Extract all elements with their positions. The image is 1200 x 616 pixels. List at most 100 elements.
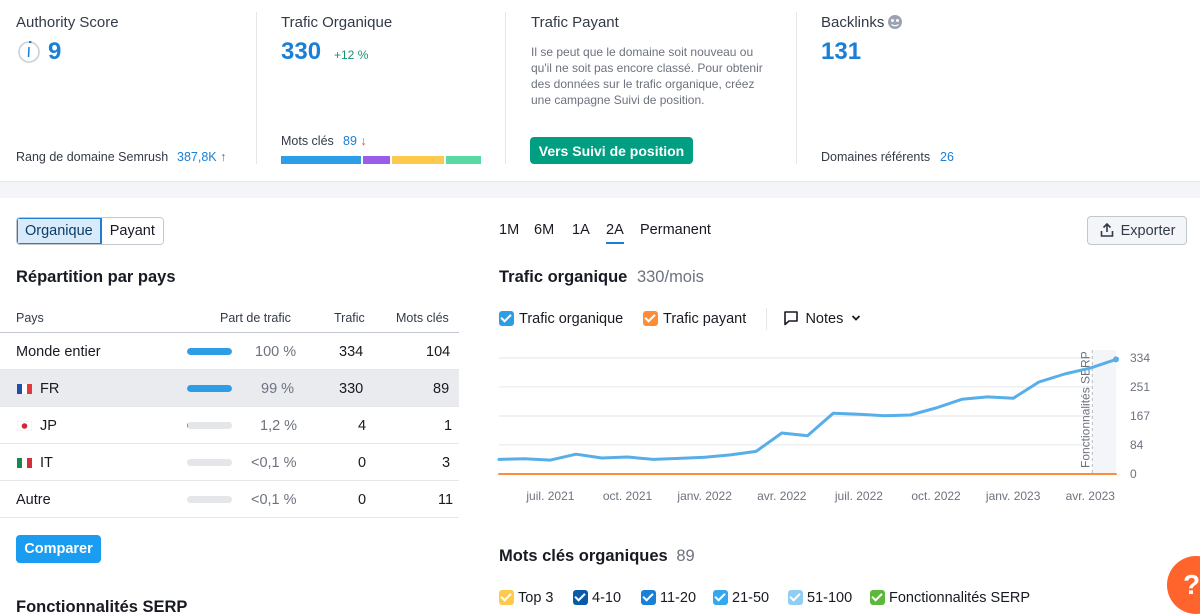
domain-rank-label: Rang de domaine Semrush xyxy=(16,150,169,164)
position-tracking-button[interactable]: Vers Suivi de position xyxy=(530,137,693,164)
range-permanent[interactable]: Permanent xyxy=(640,222,711,238)
authority-score-title: Authority Score xyxy=(16,14,119,31)
notes-label: Notes xyxy=(805,311,844,327)
section-gap xyxy=(0,182,1200,198)
share-bar xyxy=(187,496,232,503)
row-traffic: 0 xyxy=(358,492,367,508)
row-traffic[interactable]: 4 xyxy=(358,418,367,434)
legend-51-100[interactable]: 51-100 xyxy=(807,590,853,606)
pos-51-100-checkbox[interactable] xyxy=(788,590,803,605)
toggle-organic[interactable]: Organique xyxy=(17,218,102,244)
backlinks-value[interactable]: 131 xyxy=(821,38,862,65)
table-row[interactable]: JP 1,2 % 4 1 xyxy=(0,407,459,444)
keywords-label: Mots clés xyxy=(281,134,334,148)
legend-divider xyxy=(766,308,767,330)
paid-traffic-checkbox[interactable] xyxy=(643,311,658,326)
share-bar xyxy=(187,348,232,355)
compare-button[interactable]: Comparer xyxy=(16,535,101,563)
legend-organic-label[interactable]: Trafic organique xyxy=(519,311,624,327)
data-point[interactable] xyxy=(1113,356,1119,363)
serp-features-title: Fonctionnalités SERP xyxy=(16,598,188,616)
notes-dropdown[interactable]: Notes xyxy=(783,310,862,330)
row-country-name: FR xyxy=(40,381,60,397)
kw-bar-11-20 xyxy=(392,156,444,164)
table-row[interactable]: Monde entier 100 % 334 104 xyxy=(0,333,459,370)
domain-rank-number[interactable]: 387,8K xyxy=(177,150,217,164)
organic-traffic-change: +12 % xyxy=(334,48,369,62)
legend-11-20[interactable]: 11-20 xyxy=(660,590,697,606)
legend-21-50[interactable]: 21-50 xyxy=(732,590,770,606)
range-1m[interactable]: 1M xyxy=(499,222,520,238)
organic-keywords-title: Mots clés organiques xyxy=(499,547,668,565)
domain-rank-value[interactable]: 387,8K ↑ xyxy=(177,150,226,164)
row-keywords[interactable]: 89 xyxy=(433,381,450,397)
row-share: 1,2 % xyxy=(260,418,298,434)
table-row[interactable]: Autre <0,1 % 0 11 xyxy=(0,481,459,518)
row-traffic[interactable]: 0 xyxy=(358,455,367,471)
series-line[interactable] xyxy=(497,357,1118,462)
organic-traffic-chart[interactable]: 334 251 167 84 0 juil. 2021 oct. 2021 janv. 20… xyxy=(490,340,1170,512)
x-tick-label: avr. 2022 xyxy=(757,489,807,503)
share-bar xyxy=(187,385,232,392)
share-bar-fill xyxy=(187,385,232,392)
range-2a[interactable]: 2A xyxy=(606,222,624,244)
organic-traffic-checkbox[interactable] xyxy=(499,311,514,326)
organic-traffic-value[interactable]: 330 xyxy=(281,38,322,65)
keywords-count[interactable]: 89 xyxy=(343,134,357,148)
help-button[interactable]: ? xyxy=(1167,556,1200,614)
table-row[interactable]: IT <0,1 % 0 3 xyxy=(0,444,459,481)
row-share: <0,1 % xyxy=(251,492,297,508)
table-row[interactable]: FR 99 % 330 89 xyxy=(0,370,459,407)
range-1a[interactable]: 1A xyxy=(572,222,590,238)
traffic-chart-title: Trafic organique xyxy=(499,268,628,286)
legend-paid-label[interactable]: Trafic payant xyxy=(663,311,747,327)
col-keywords: Mots clés xyxy=(396,311,449,325)
referring-domains-value[interactable]: 26 xyxy=(940,150,954,164)
toggle-paid[interactable]: Payant xyxy=(101,218,163,244)
traffic-chart-subtitle: 330/mois xyxy=(636,268,704,286)
pos-4-10-checkbox[interactable] xyxy=(573,590,588,605)
organic-keywords-header: Mots clés organiques 89 xyxy=(499,547,695,566)
export-label: Exporter xyxy=(1120,223,1176,239)
row-traffic: 334 xyxy=(339,344,364,360)
row-keywords[interactable]: 3 xyxy=(442,455,451,471)
row-keywords[interactable]: 1 xyxy=(444,418,453,434)
countries-title: Répartition par pays xyxy=(16,268,176,286)
x-tick-label: oct. 2021 xyxy=(603,489,653,503)
row-share: <0,1 % xyxy=(251,455,297,471)
share-bar xyxy=(187,459,232,466)
chevron-down-icon xyxy=(851,315,860,321)
col-country: Pays xyxy=(16,311,44,325)
paid-traffic-title: Trafic Payant xyxy=(531,14,619,31)
range-6m[interactable]: 6M xyxy=(534,222,555,238)
divider xyxy=(505,12,506,164)
traffic-type-toggle: Organique Payant xyxy=(16,217,164,245)
share-bar-fill xyxy=(187,422,189,429)
serp-features-checkbox[interactable] xyxy=(870,590,885,605)
row-traffic[interactable]: 330 xyxy=(339,381,364,397)
export-button[interactable]: Exporter xyxy=(1087,216,1187,245)
backlinks-info-icon[interactable] xyxy=(887,14,903,30)
col-traffic: Trafic xyxy=(334,311,365,325)
serp-marker-label: Fonctionnalités SERP xyxy=(1078,351,1092,468)
top3-checkbox[interactable] xyxy=(499,590,514,605)
x-tick-label: janv. 2022 xyxy=(676,489,732,503)
y-tick-label: 167 xyxy=(1130,409,1150,423)
row-country-name: Monde entier xyxy=(16,344,101,360)
share-bar xyxy=(187,422,232,429)
pos-21-50-checkbox[interactable] xyxy=(713,590,728,605)
row-country-name: Autre xyxy=(16,492,51,508)
organic-traffic-title: Trafic Organique xyxy=(281,14,393,31)
row-keywords: 11 xyxy=(438,492,454,508)
legend-4-10[interactable]: 4-10 xyxy=(592,590,622,606)
arrow-up-icon: ↑ xyxy=(220,150,227,164)
organic-keywords-count: 89 xyxy=(676,547,695,565)
legend-top3[interactable]: Top 3 xyxy=(518,590,554,606)
y-tick-label: 334 xyxy=(1130,351,1150,365)
x-tick-label: avr. 2023 xyxy=(1066,489,1116,503)
pos-11-20-checkbox[interactable] xyxy=(641,590,656,605)
y-tick-label: 84 xyxy=(1130,438,1144,452)
kw-bar-4-10 xyxy=(363,156,390,164)
keywords-value[interactable]: 89 ↓ xyxy=(343,134,367,148)
legend-serp-features[interactable]: Fonctionnalités SERP xyxy=(889,590,1031,606)
